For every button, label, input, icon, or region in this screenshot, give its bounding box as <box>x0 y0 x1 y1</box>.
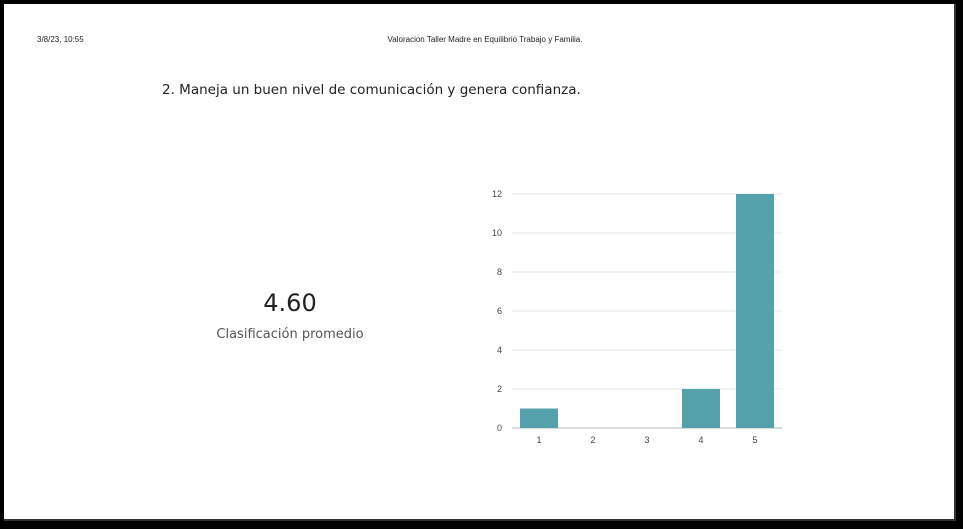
question-text: 2. Maneja un buen nivel de comunicación … <box>162 82 581 98</box>
report-page: 3/8/23, 10:55 Valoracion Taller Madre en… <box>4 4 956 521</box>
y-tick-label: 0 <box>497 423 502 433</box>
x-tick-label: 4 <box>698 435 703 445</box>
bar-1 <box>520 408 558 428</box>
x-tick-label: 1 <box>536 435 541 445</box>
bar-5 <box>736 194 774 428</box>
average-rating-label: Clasificación promedio <box>216 327 364 342</box>
average-rating-value: 4.60 <box>263 289 317 317</box>
document-title: Valoracion Taller Madre en Equilibrio Tr… <box>387 35 583 44</box>
y-tick-label: 12 <box>492 189 502 199</box>
y-tick-label: 8 <box>497 267 502 277</box>
x-tick-label: 5 <box>752 435 757 445</box>
print-date: 3/8/23, 10:55 <box>37 35 84 44</box>
y-tick-label: 10 <box>492 228 502 238</box>
y-tick-label: 2 <box>497 384 502 394</box>
y-tick-label: 6 <box>497 306 502 316</box>
x-tick-label: 2 <box>590 435 595 445</box>
x-tick-label: 3 <box>644 435 649 445</box>
y-tick-label: 4 <box>497 345 502 355</box>
bar-4 <box>682 389 720 428</box>
